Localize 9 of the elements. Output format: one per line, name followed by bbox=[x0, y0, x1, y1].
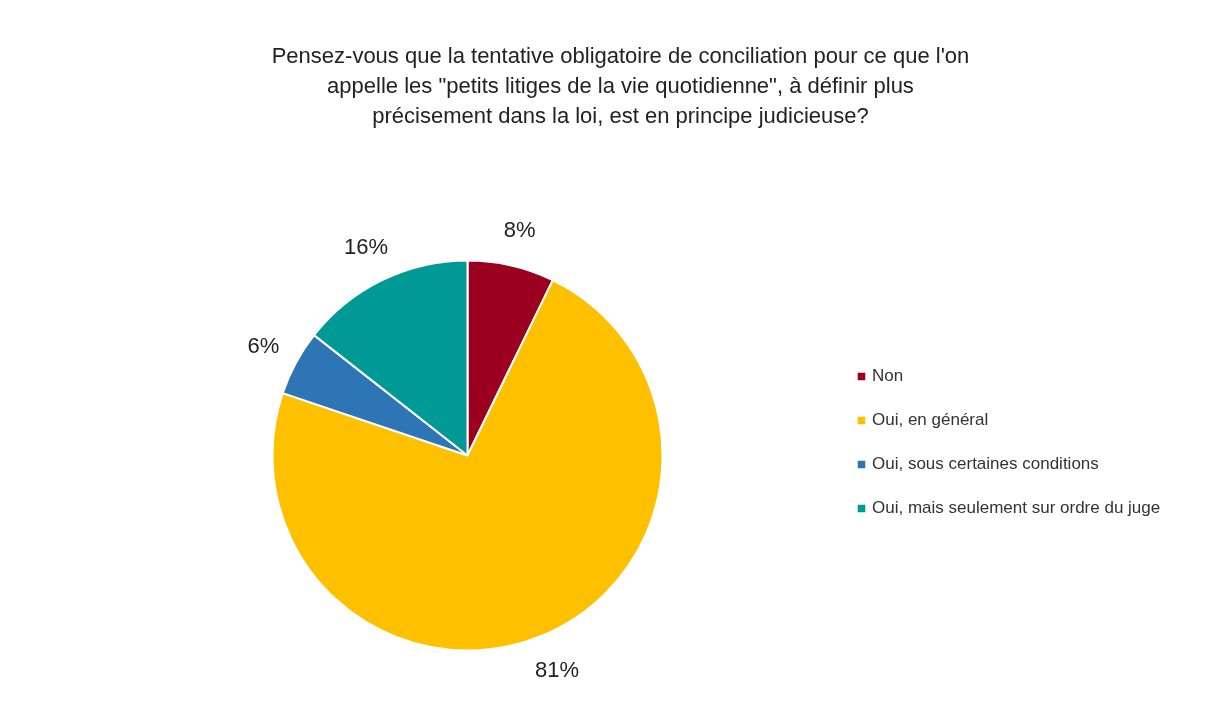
data-label: 8% bbox=[503, 216, 536, 242]
data-label: 6% bbox=[247, 332, 280, 358]
data-label: 81% bbox=[535, 657, 580, 683]
legend-label: Oui, mais seulement sur ordre du juge bbox=[872, 498, 1161, 518]
legend-label: Oui, sous certaines conditions bbox=[872, 454, 1099, 474]
legend-label: Oui, en général bbox=[872, 410, 989, 430]
legend-label: Non bbox=[872, 366, 904, 386]
chart-title: Pensez-vous que la tentative obligatoire de conciliation pour ce que l'on appelle les "petits litiges de la vie quotidienne", à définir plus précisement dans la loi, est en principe judicieuse? bbox=[271, 43, 970, 128]
data-label: 16% bbox=[343, 234, 389, 260]
